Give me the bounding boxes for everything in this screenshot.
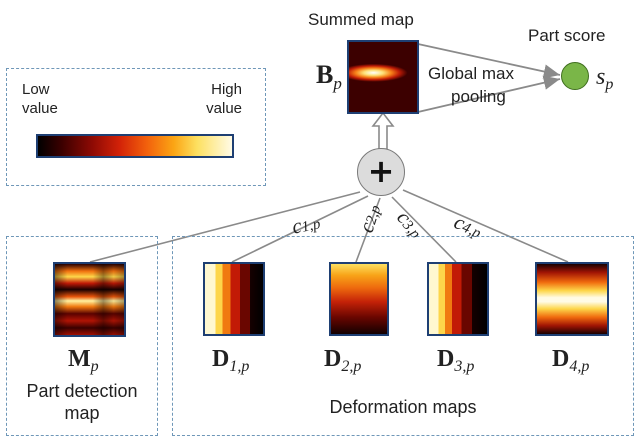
part-score-title: Part score: [528, 26, 606, 45]
legend-high-label: High value: [206, 81, 242, 117]
sum-node-symbol: +: [367, 152, 395, 190]
deformation-maps-label: Deformation maps: [329, 397, 477, 417]
edge-detection-to-sum: [89, 191, 361, 263]
part-detection-symbol-sub: p: [90, 358, 99, 375]
legend-low-label: Low value: [22, 81, 58, 117]
sum-node: [357, 148, 405, 196]
pooling-line-bottom: [417, 75, 561, 113]
part-detection-label-line1: Part detection: [26, 381, 138, 401]
legend-colorbar: [36, 134, 234, 158]
deformation-map-1-sub: 1,p: [229, 358, 250, 375]
edge-d4-to-sum: [402, 189, 569, 263]
part-detection-label-line2: map: [64, 403, 100, 423]
deformation-map-4-symbol: D4,p: [552, 346, 589, 376]
part-detection-box: [6, 236, 158, 436]
pooling-label-line2: pooling: [451, 87, 506, 106]
part-detection-symbol-letter: M: [68, 346, 91, 372]
summed-map-symbol-sub: p: [333, 74, 342, 93]
part-detection-map-image: [53, 262, 126, 337]
part-score-node: [561, 62, 589, 90]
part-score-symbol-letter: s: [596, 64, 606, 90]
weight-c1-sub: 1,p: [300, 216, 322, 236]
deformation-map-1-letter: D: [212, 346, 230, 372]
pooling-label-line1: Global max: [428, 64, 514, 83]
deformation-maps-box: [172, 236, 634, 436]
deformation-map-3-sub: 3,p: [454, 358, 475, 375]
deformation-map-2-letter: D: [324, 346, 342, 372]
sum-to-summed-map-arrow: [371, 111, 395, 150]
weight-c2-sub: 2,p: [363, 203, 385, 227]
deformation-map-1-image: [203, 262, 265, 336]
edge-d1-to-sum: [231, 195, 369, 263]
deformation-map-2-symbol: D2,p: [324, 346, 361, 376]
edge-d3-to-sum: [391, 196, 457, 263]
deformation-map-2-sub: 2,p: [341, 358, 362, 375]
summed-map-title: Summed map: [308, 10, 414, 29]
deformation-map-3-image: [427, 262, 489, 336]
part-detection-symbol: Mp: [68, 346, 99, 376]
deformation-map-3-letter: D: [437, 346, 455, 372]
summed-map-symbol: Bp: [316, 60, 342, 94]
legend-box: [6, 68, 266, 186]
part-score-symbol-sub: p: [605, 76, 614, 93]
deformation-map-4-letter: D: [552, 346, 570, 372]
deformation-map-1-symbol: D1,p: [212, 346, 249, 376]
deformation-map-4-sub: 4,p: [569, 358, 590, 375]
summed-map-image: [347, 40, 419, 114]
edge-d2-to-sum: [355, 197, 381, 263]
deformation-map-4-image: [535, 262, 609, 336]
summed-map-symbol-letter: B: [316, 60, 334, 89]
part-detection-map-noise: [55, 264, 124, 335]
deformation-map-2-image: [329, 262, 389, 336]
part-score-symbol: sp: [596, 64, 613, 94]
deformation-map-3-symbol: D3,p: [437, 346, 474, 376]
pooling-line-top: [417, 43, 561, 79]
